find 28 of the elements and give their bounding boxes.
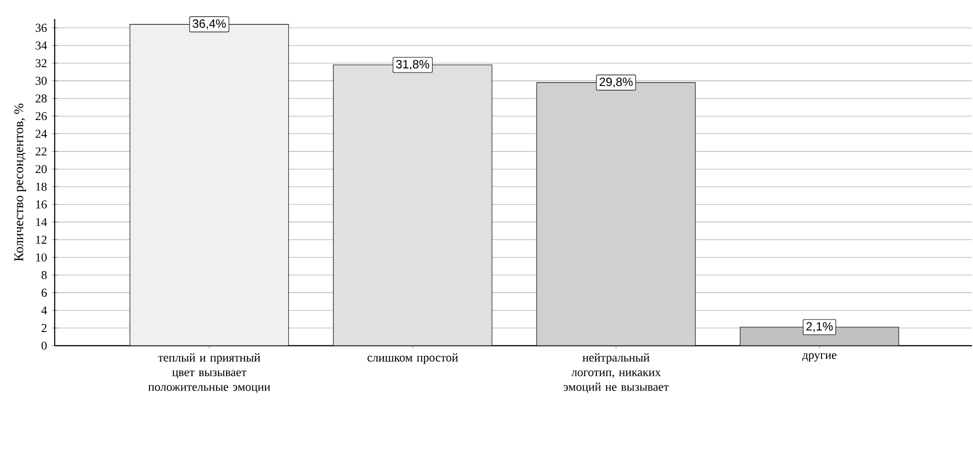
y-tick-label: 34 [36, 41, 47, 50]
x-tick-label: теплый и приятный цвет вызывает положительные эмоции [148, 353, 270, 394]
y-tick-label: 12 [36, 236, 46, 244]
data-label: 31,8% [396, 60, 430, 70]
y-tick-label: 8 [42, 270, 47, 280]
y-tick-label: 18 [36, 182, 47, 191]
data-label: 2,1% [806, 322, 833, 332]
y-tick-label: 0 [42, 342, 47, 350]
y-tick-label: 4 [41, 306, 47, 314]
x-tick-label: другие [802, 353, 836, 362]
y-tick-label: 24 [36, 130, 47, 138]
data-label: 29,8% [600, 78, 633, 88]
y-tick-label: 10 [36, 253, 47, 262]
y-axis-title: Количество ресондентов, % [14, 104, 26, 262]
x-tick-label: нейтральный логотип, никаких эмоций не вызывает [564, 353, 669, 394]
y-tick-label: 28 [36, 94, 47, 103]
y-tick-label: 26 [36, 112, 47, 120]
y-tick-label: 36 [36, 24, 47, 32]
y-tick-label: 6 [42, 288, 47, 297]
y-tick-label: 14 [36, 218, 47, 226]
y-tick-label: 22 [36, 147, 46, 156]
y-tick-label: 2 [42, 324, 46, 332]
y-tick-label: 30 [36, 76, 47, 85]
y-tick-label: 32 [36, 59, 46, 68]
y-tick-label: 16 [36, 200, 47, 208]
data-label: 36,4% [192, 19, 226, 30]
y-tick-label: 20 [36, 165, 47, 174]
x-tick-label: слишком простой [368, 353, 458, 364]
